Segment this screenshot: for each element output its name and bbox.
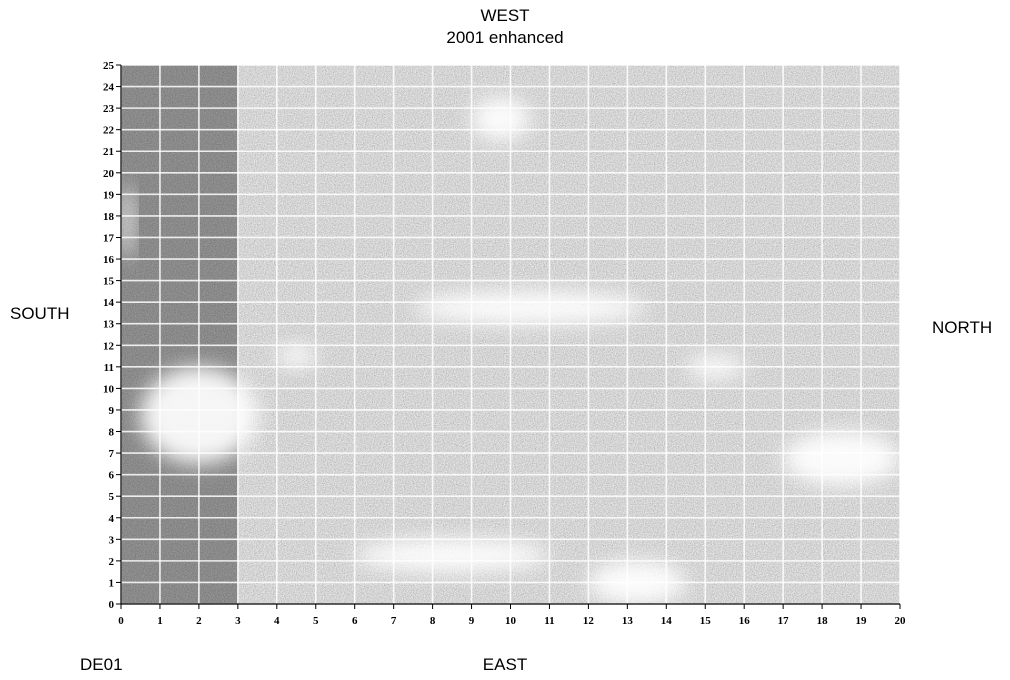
y-tick-label-18: 18 [103,211,115,223]
y-tick-label-21: 21 [103,146,114,158]
x-tick-label-17: 17 [778,615,790,627]
x-tick-label-3: 3 [235,615,241,627]
x-tick-label-7: 7 [391,615,397,627]
corner-label: DE01 [80,655,123,674]
x-tick-label-12: 12 [583,615,595,627]
bright-region-2 [276,345,316,367]
x-tick-label-2: 2 [196,615,202,627]
bright-region-6 [783,431,900,486]
left-side-label: SOUTH [10,304,70,323]
y-tick-label-7: 7 [109,448,115,460]
y-tick-label-1: 1 [109,577,115,589]
y-tick-label-14: 14 [103,297,115,309]
y-tick-label-4: 4 [109,513,115,525]
x-tick-label-14: 14 [661,615,673,627]
y-tick-label-10: 10 [103,383,115,395]
x-tick-label-19: 19 [856,615,868,627]
x-tick-label-10: 10 [505,615,517,627]
bright-region-4 [471,97,530,141]
x-tick-label-6: 6 [352,615,358,627]
x-tick-label-9: 9 [469,615,475,627]
y-tick-label-25: 25 [103,60,115,72]
x-tick-label-11: 11 [544,615,554,627]
y-tick-label-19: 19 [103,189,115,201]
x-tick-label-5: 5 [313,615,319,627]
y-tick-label-5: 5 [109,491,115,503]
y-tick-label-3: 3 [109,534,115,546]
chart-title-line2: 2001 enhanced [446,28,564,47]
y-tick-label-12: 12 [103,340,115,352]
bright-region-0 [121,183,133,260]
y-tick-label-8: 8 [109,427,115,439]
x-tick-label-18: 18 [817,615,829,627]
y-tick-label-11: 11 [104,362,114,374]
y-tick-label-9: 9 [109,405,115,417]
y-tick-label-23: 23 [103,103,115,115]
x-tick-label-16: 16 [739,615,751,627]
y-tick-label-20: 20 [103,168,115,180]
bottom-side-label: EAST [482,655,528,674]
x-tick-label-1: 1 [157,615,163,627]
bright-region-7 [354,539,550,572]
chart-title-line1: WEST [480,6,530,25]
x-tick-label-15: 15 [700,615,712,627]
y-tick-label-6: 6 [109,470,115,482]
y-tick-label-16: 16 [103,254,115,266]
y-tick-label-13: 13 [103,319,115,331]
y-tick-label-24: 24 [103,82,115,94]
x-tick-label-0: 0 [118,615,124,627]
right-side-label: NORTH [932,318,993,337]
y-tick-label-17: 17 [103,232,115,244]
y-tick-label-22: 22 [103,125,115,137]
x-tick-label-4: 4 [274,615,280,627]
x-tick-label-20: 20 [895,615,907,627]
bright-region-3 [413,291,647,324]
y-tick-label-0: 0 [109,599,115,611]
x-tick-label-13: 13 [622,615,634,627]
y-tick-label-15: 15 [103,276,115,288]
dark-band [121,65,238,604]
x-tick-label-8: 8 [430,615,436,627]
y-tick-label-2: 2 [109,556,115,568]
